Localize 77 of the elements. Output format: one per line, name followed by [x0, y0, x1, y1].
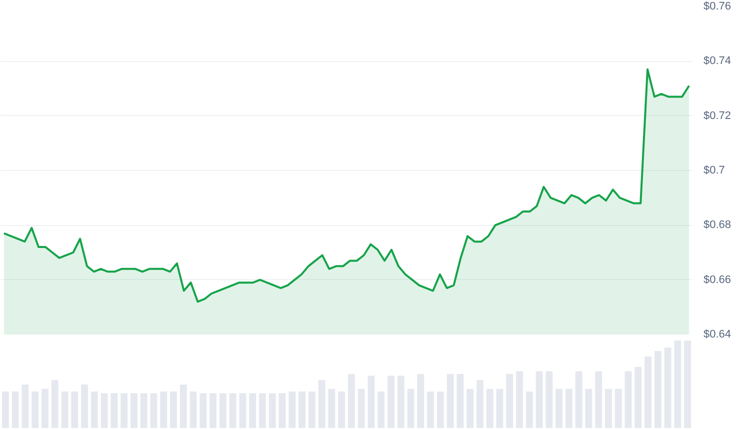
bar: [229, 393, 236, 428]
bar: [219, 393, 226, 428]
bar: [51, 380, 58, 428]
bar: [170, 392, 177, 428]
bar: [130, 393, 138, 428]
bar: [2, 392, 9, 428]
bar: [486, 388, 494, 428]
bar: [81, 384, 88, 428]
bar: [368, 376, 375, 428]
bar: [318, 380, 326, 428]
bar: [71, 392, 78, 428]
bar: [150, 393, 158, 428]
bar: [239, 393, 246, 428]
bar: [436, 392, 444, 428]
bar: [42, 388, 48, 428]
bar: [358, 388, 365, 428]
y-tick-label: $0.66: [704, 274, 732, 286]
bar: [595, 371, 602, 428]
bar: [259, 393, 266, 428]
bar: [496, 388, 504, 428]
bar: [249, 393, 256, 428]
bar: [140, 393, 148, 428]
bar: [427, 392, 434, 428]
bar: [664, 348, 672, 428]
bar: [476, 380, 484, 428]
bar: [278, 393, 286, 428]
bar: [674, 340, 682, 428]
bar: [446, 374, 454, 428]
bar: [556, 388, 563, 428]
bar: [12, 392, 19, 428]
bar: [308, 392, 316, 428]
bar: [546, 371, 553, 428]
y-tick-label: $0.64: [704, 328, 732, 340]
bar: [348, 374, 355, 428]
bar: [634, 366, 642, 428]
bar: [417, 374, 424, 428]
bar: [378, 392, 385, 428]
bar: [575, 371, 582, 428]
bar: [388, 376, 394, 428]
bar: [585, 388, 592, 428]
bar: [605, 388, 612, 428]
bar: [338, 392, 346, 428]
bar: [506, 374, 514, 428]
bar: [180, 384, 187, 428]
bar: [32, 392, 39, 428]
y-tick-label: $0.76: [704, 0, 732, 12]
bar: [614, 388, 622, 428]
y-tick-label: $0.7: [704, 164, 725, 176]
y-tick-label: $0.72: [704, 110, 732, 122]
bar: [100, 393, 108, 428]
bar: [466, 388, 474, 428]
bar: [210, 393, 217, 428]
bar: [200, 393, 207, 428]
bar: [456, 374, 464, 428]
bar: [268, 393, 276, 428]
y-tick-label: $0.68: [704, 219, 732, 232]
bar: [654, 351, 662, 428]
bar: [288, 392, 296, 428]
bar: [516, 371, 523, 428]
bar: [190, 392, 197, 428]
bar: [397, 376, 404, 428]
bar: [644, 356, 652, 428]
bar: [22, 384, 29, 428]
bar: [328, 388, 336, 428]
bar: [536, 371, 543, 428]
bar: [407, 388, 414, 428]
y-tick-label: $0.74: [704, 55, 732, 68]
bar: [565, 388, 572, 428]
bar: [160, 392, 168, 428]
bar: [684, 340, 692, 428]
bar: [110, 393, 118, 428]
bar: [526, 392, 533, 428]
bar: [298, 392, 306, 428]
bar: [120, 393, 128, 428]
bar: [624, 371, 632, 428]
bar: [90, 392, 98, 428]
bar: [61, 392, 68, 428]
